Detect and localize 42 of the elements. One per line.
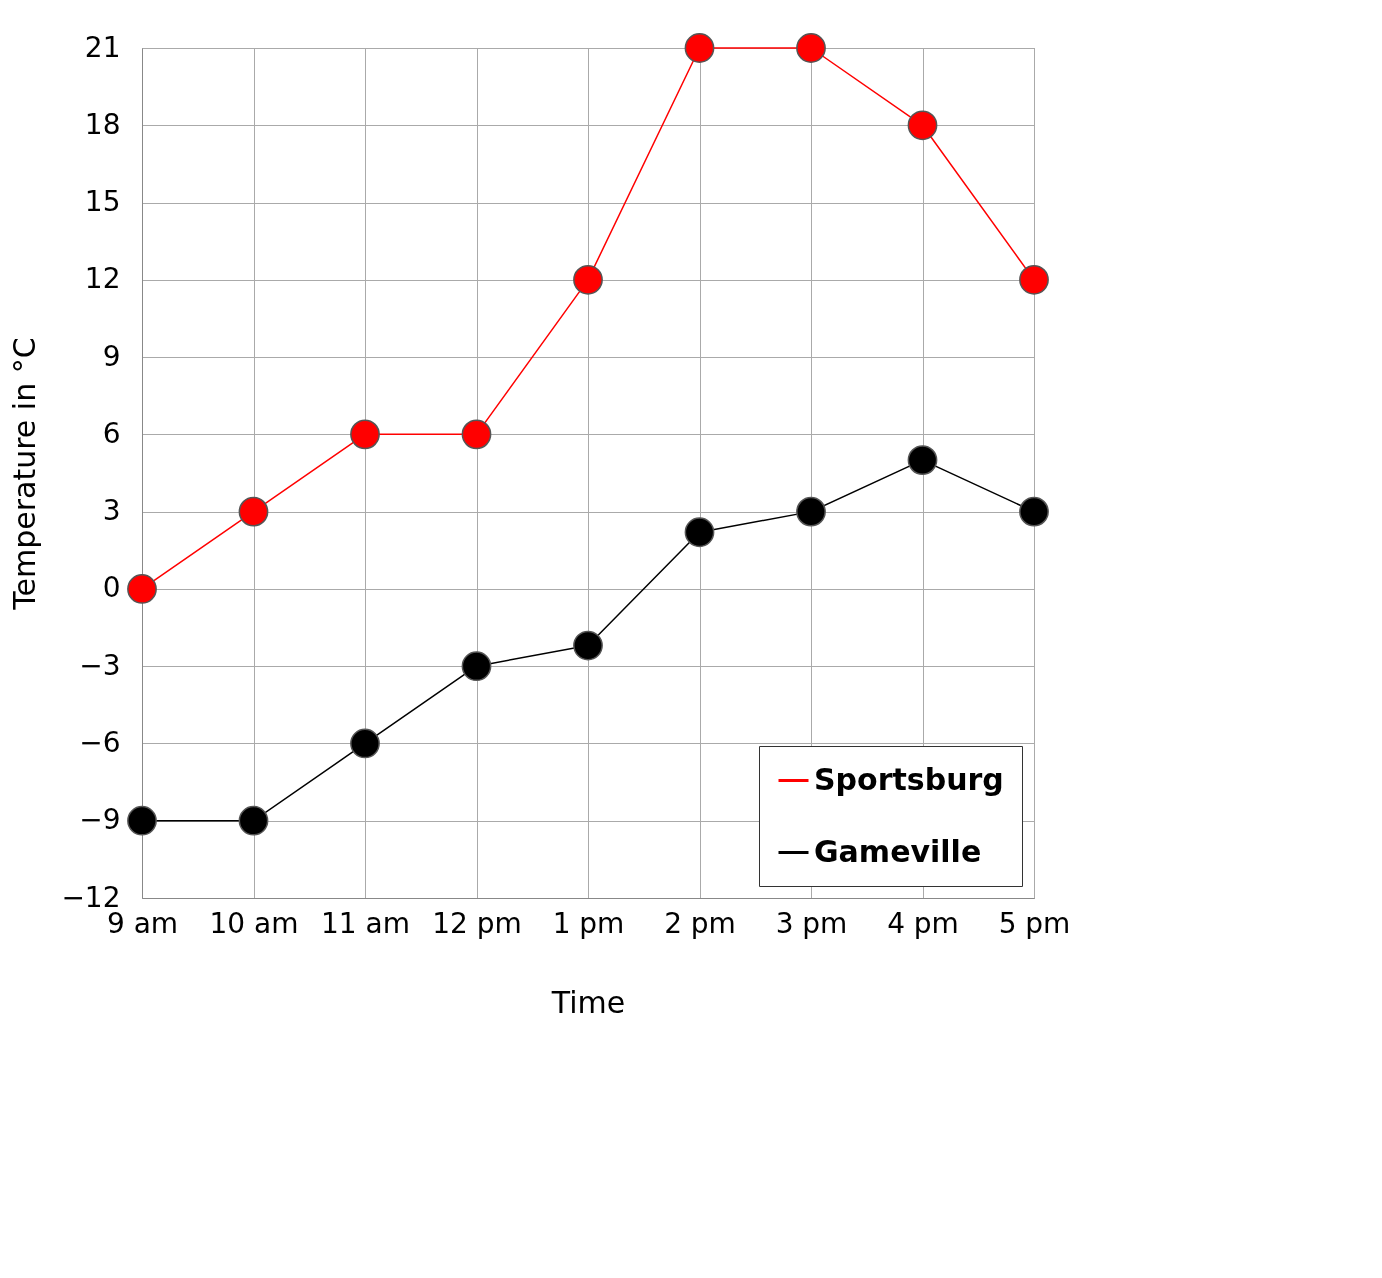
point — [573, 264, 603, 295]
point — [684, 517, 715, 548]
point — [238, 496, 269, 527]
x-tick-label: 1 pm — [552, 906, 625, 940]
y-tick-label: 6 — [102, 416, 121, 450]
x-tick-label: 3 pm — [775, 906, 848, 940]
y-tick-label: 3 — [102, 494, 121, 528]
legend-label: Sportsburg — [814, 761, 1004, 797]
point — [238, 805, 269, 836]
x-tick-label: 10 am — [209, 906, 299, 940]
point — [350, 728, 380, 759]
point — [461, 651, 492, 682]
point — [796, 33, 826, 63]
point — [573, 630, 603, 661]
point — [796, 496, 826, 527]
x-tick-label: 4 pm — [887, 906, 959, 940]
y-tick-label: 18 — [84, 107, 121, 141]
point — [907, 445, 938, 475]
y-axis-title: Temperature in °C — [7, 337, 43, 611]
point — [461, 419, 492, 450]
y-tick-label: 12 — [84, 262, 121, 296]
point — [350, 419, 380, 450]
y-tick-label: −6 — [79, 725, 121, 759]
x-tick-label: 11 am — [321, 906, 410, 940]
x-tick-label: 9 am — [106, 906, 179, 940]
y-tick-label: 9 — [102, 339, 121, 373]
x-tick-label: 12 pm — [432, 906, 522, 940]
legend-label: Gameville — [814, 833, 982, 869]
point — [127, 574, 157, 604]
y-tick-label: 0 — [102, 571, 121, 605]
y-tick-label: −3 — [79, 648, 121, 682]
y-tick-label: −9 — [79, 803, 121, 837]
point — [127, 805, 157, 836]
point — [1019, 496, 1049, 527]
y-tick-label: 15 — [84, 185, 121, 219]
point — [1019, 264, 1049, 295]
x-axis-title: Time — [550, 984, 626, 1020]
y-tick-label: 21 — [84, 30, 121, 64]
x-tick-label: 2 pm — [664, 906, 736, 940]
x-tick-label: 5 pm — [998, 906, 1071, 940]
point — [907, 110, 938, 141]
point — [684, 33, 715, 63]
